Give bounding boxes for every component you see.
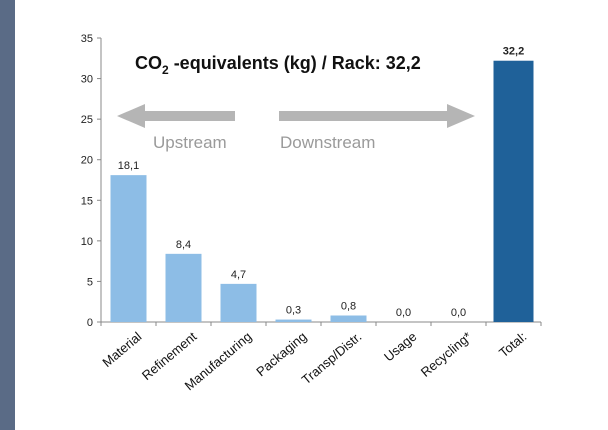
bar-material [110,175,147,322]
chart-title: CO2 -equivalents (kg) / Rack: 32,2 [135,53,421,77]
data-labels: 18,1 8,4 4,7 0,3 0,8 0,0 0,0 32,2 [118,46,524,319]
category-label: Material [99,329,144,370]
y-tick-label: 10 [81,236,93,248]
bars [110,60,534,322]
downstream-label: Downstream [280,133,375,152]
category-label: Recycling* [418,329,475,380]
bar-refinement [165,253,202,322]
bar-manufacturing [220,283,257,322]
y-tick-label: 15 [81,195,93,207]
data-label: 4,7 [231,269,246,281]
y-tick-label: 0 [87,317,93,329]
data-label: 0,8 [341,301,356,313]
category-labels: MaterialRefinementManufacturingPackaging… [99,329,529,394]
chart-title-subscript: 2 [162,63,169,77]
category-label: Packaging [253,329,309,380]
data-label: 0,3 [286,305,301,317]
bar-chart: 0 5 10 15 20 25 30 35 18,1 8,4 4,7 0,3 0,8 0,0 0,0 32,… [81,33,542,394]
axes: 0 5 10 15 20 25 30 35 [81,33,542,329]
upstream-label: Upstream [153,133,227,152]
data-label: 32,2 [503,46,524,58]
data-label: 8,4 [176,239,191,251]
category-label: Usage [381,329,419,365]
data-label: 18,1 [118,160,139,172]
bar-total [493,60,534,322]
y-tick-label: 5 [87,276,93,288]
bar-packaging [275,319,312,322]
category-label: Transp/Distr. [299,329,365,388]
downstream-arrow [279,104,475,128]
category-label: Total: [496,329,529,360]
chart-panel: 0 5 10 15 20 25 30 35 18,1 8,4 4,7 0,3 0,8 0,0 0,0 32,… [15,0,608,430]
y-tick-label: 35 [81,33,93,45]
chart-title-main: CO [135,53,162,73]
bar-transp-distr [330,315,367,322]
y-tick-label: 30 [81,74,93,86]
upstream-arrow [117,104,235,128]
data-label: 0,0 [451,307,466,319]
y-tick-label: 25 [81,114,93,126]
chart-title-rest: -equivalents (kg) / Rack: 32,2 [169,53,421,73]
y-tick-label: 20 [81,155,93,167]
data-label: 0,0 [396,307,411,319]
